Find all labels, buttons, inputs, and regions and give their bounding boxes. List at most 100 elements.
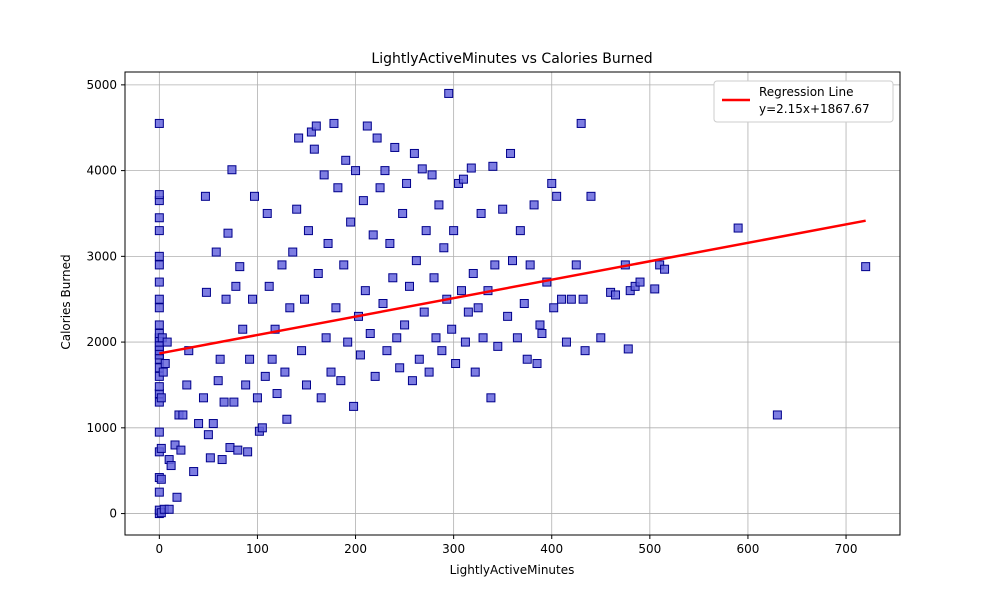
scatter-point xyxy=(586,191,596,201)
scatter-point xyxy=(398,208,408,218)
scatter-point xyxy=(580,346,590,356)
scatter-point xyxy=(407,376,417,386)
scatter-point xyxy=(395,363,405,373)
x-tick-label: 300 xyxy=(442,542,465,556)
scatter-point xyxy=(245,354,255,364)
scatter-point xyxy=(217,455,227,465)
scatter-point xyxy=(303,226,313,236)
scatter-point xyxy=(176,445,186,455)
scatter-point xyxy=(311,121,321,131)
scatter-point xyxy=(402,178,412,188)
scatter-point xyxy=(219,397,229,407)
scatter-point xyxy=(280,367,290,377)
scatter-point xyxy=(439,243,449,253)
scatter-point xyxy=(329,118,339,128)
scatter-point xyxy=(578,294,588,304)
scatter-point xyxy=(635,277,645,287)
scatter-point xyxy=(154,382,164,392)
scatter-point xyxy=(166,461,176,471)
scatter-point xyxy=(154,303,164,313)
scatter-point xyxy=(306,127,316,137)
scatter-point xyxy=(478,333,488,343)
scatter-point xyxy=(370,371,380,381)
scatter-point xyxy=(409,148,419,158)
scatter-point xyxy=(339,260,349,270)
scatter-point xyxy=(368,230,378,240)
scatter-point xyxy=(611,290,621,300)
scatter-point xyxy=(264,281,274,291)
axis-ticks: 0 100 200 300 400 500 600 700 0 1000 2000 3000 4000 5… xyxy=(86,78,857,556)
scatter-point xyxy=(571,260,581,270)
x-tick-label: 0 xyxy=(156,542,164,556)
scatter-point xyxy=(231,281,241,291)
scatter-point xyxy=(156,474,166,484)
scatter-point xyxy=(292,204,302,214)
scatter-point xyxy=(336,376,346,386)
scatter-point xyxy=(576,118,586,128)
scatter-point xyxy=(549,303,559,313)
scatter-point xyxy=(417,164,427,174)
scatter-point xyxy=(561,337,571,347)
scatter-point xyxy=(498,204,508,214)
scatter-point xyxy=(154,427,164,437)
scatter-point xyxy=(154,226,164,236)
scatter-point xyxy=(215,354,225,364)
regression-line xyxy=(159,219,866,355)
scatter-point xyxy=(470,367,480,377)
scatter-point xyxy=(194,419,204,429)
scatter-point xyxy=(488,161,498,171)
y-tick-label: 4000 xyxy=(86,164,117,178)
scatter-point xyxy=(508,256,517,266)
scatter-point xyxy=(252,393,262,403)
scatter-point xyxy=(178,410,188,420)
scatter-point xyxy=(285,303,295,313)
legend-box xyxy=(713,80,894,123)
legend-equation: y=2.15x+1867.67 xyxy=(759,102,870,116)
scatter-point xyxy=(154,294,164,304)
plot-area xyxy=(125,72,900,535)
scatter-point xyxy=(205,453,215,463)
scatter-point xyxy=(262,208,272,218)
scatter-point xyxy=(451,359,461,369)
scatter-point xyxy=(319,170,329,180)
scatter-point xyxy=(223,228,233,238)
scatter-point xyxy=(272,389,282,399)
scatter-point xyxy=(378,299,388,308)
scatter-point xyxy=(229,397,239,407)
scatter-point xyxy=(431,333,441,343)
scatter-point xyxy=(382,346,392,356)
scatter-point xyxy=(154,118,164,128)
scatter-point xyxy=(512,333,522,343)
scatter-point xyxy=(390,142,400,152)
scatter-point xyxy=(411,256,421,266)
scatter-point xyxy=(156,393,166,403)
x-tick-label: 600 xyxy=(736,542,759,556)
scatter-point xyxy=(437,346,447,356)
scatter-point xyxy=(288,247,298,257)
scatter-point xyxy=(260,371,270,381)
x-tick-label: 400 xyxy=(540,542,563,556)
scatter-point xyxy=(233,445,243,455)
scatter-point xyxy=(160,359,170,369)
scatter-point xyxy=(248,294,258,304)
scatter-point xyxy=(323,238,333,248)
scatter-points xyxy=(154,88,871,519)
scatter-point xyxy=(372,133,382,143)
scatter-point xyxy=(468,268,478,278)
scatter-point xyxy=(861,262,871,272)
scatter-point xyxy=(238,324,248,334)
scatter-point xyxy=(200,191,210,201)
scatter-point xyxy=(660,264,670,274)
scatter-point xyxy=(158,367,168,377)
scatter-point xyxy=(490,260,500,270)
scatter-point xyxy=(154,487,164,497)
y-tick-label: 2000 xyxy=(86,335,117,349)
x-tick-label: 100 xyxy=(246,542,269,556)
chart-title: LightlyActiveMinutes vs Calories Burned xyxy=(371,51,652,67)
scatter-point xyxy=(154,320,164,330)
scatter-point xyxy=(476,208,486,218)
scatter-point xyxy=(154,190,164,200)
scatter-point xyxy=(447,324,457,334)
scatter-point xyxy=(429,273,439,283)
